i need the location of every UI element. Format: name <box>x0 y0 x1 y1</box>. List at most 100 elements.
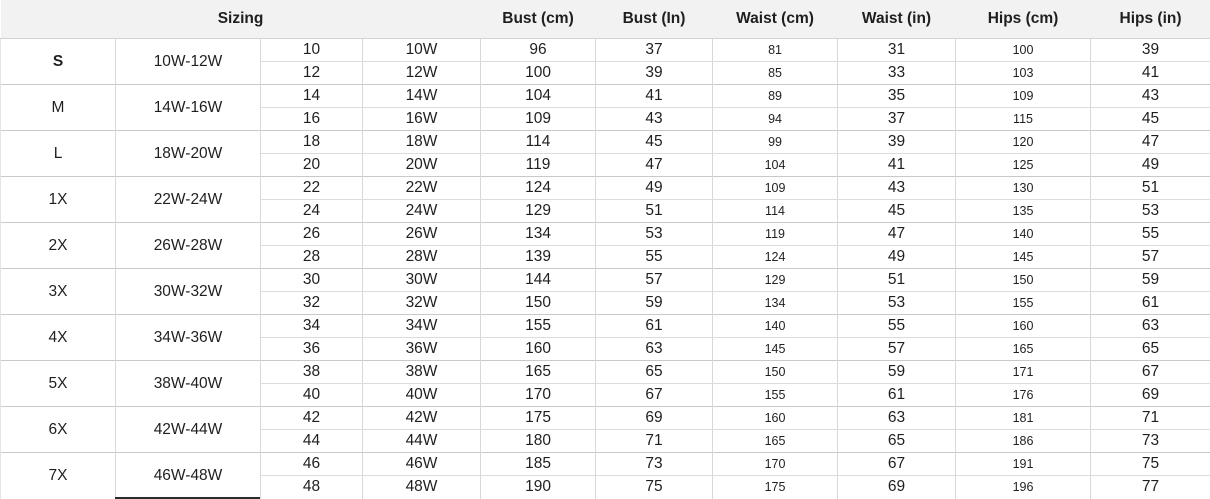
cell-num-w: 32W <box>362 291 482 315</box>
cell-num: 34 <box>260 314 363 338</box>
cell-hips-in: 73 <box>1090 429 1210 453</box>
cell-bust-cm: 190 <box>480 475 597 499</box>
cell-num-w: 18W <box>362 130 482 154</box>
cell-num-w: 46W <box>362 452 482 476</box>
cell-hips-in: 65 <box>1090 337 1210 361</box>
cell-num-w: 48W <box>362 475 482 499</box>
table-row: 6X 42W-44W 42 42W 175 69 160 63 181 71 <box>0 406 1210 453</box>
table-row: 12 12W 100 39 85 33 103 41 <box>1 61 1210 85</box>
cell-waist-cm: 175 <box>712 475 839 499</box>
cell-bust-in: 39 <box>595 61 714 85</box>
cell-num: 10 <box>260 38 363 62</box>
cell-bust-cm: 185 <box>480 452 597 476</box>
cell-hips-cm: 186 <box>955 429 1092 453</box>
cell-bust-cm: 160 <box>480 337 597 361</box>
cell-num-w: 20W <box>362 153 482 177</box>
cell-size-label: 2X <box>0 222 116 269</box>
cell-waist-cm: 114 <box>712 199 839 223</box>
cell-num: 12 <box>260 61 363 85</box>
cell-num-w: 44W <box>362 429 482 453</box>
header-waist-in: Waist (in) <box>837 0 956 39</box>
cell-size-range: 18W-20W <box>115 130 261 177</box>
cell-num-w: 34W <box>362 314 482 338</box>
cell-num: 20 <box>260 153 363 177</box>
cell-num-w: 12W <box>362 61 482 85</box>
table-row: 20 20W 119 47 104 41 125 49 <box>1 153 1210 177</box>
cell-hips-cm: 109 <box>955 84 1092 108</box>
cell-waist-cm: 134 <box>712 291 839 315</box>
cell-bust-in: 67 <box>595 383 714 407</box>
cell-bust-in: 47 <box>595 153 714 177</box>
cell-num-w: 16W <box>362 107 482 131</box>
cell-hips-in: 69 <box>1090 383 1210 407</box>
cell-waist-in: 63 <box>837 406 957 430</box>
cell-hips-in: 59 <box>1090 268 1210 292</box>
cell-waist-cm: 140 <box>712 314 839 338</box>
cell-hips-cm: 120 <box>955 130 1092 154</box>
cell-num: 40 <box>260 383 363 407</box>
cell-hips-cm: 155 <box>955 291 1092 315</box>
cell-hips-in: 51 <box>1090 176 1210 200</box>
cell-waist-in: 51 <box>837 268 957 292</box>
cell-hips-cm: 196 <box>955 475 1092 499</box>
table-row: 7X 46W-48W 46 46W 185 73 170 67 191 75 <box>0 452 1210 499</box>
table-row: 48 48W 190 75 175 69 196 77 <box>1 475 1210 499</box>
header-hips-cm: Hips (cm) <box>955 0 1091 39</box>
cell-waist-in: 53 <box>837 291 957 315</box>
cell-num-w: 36W <box>362 337 482 361</box>
cell-hips-in: 43 <box>1090 84 1210 108</box>
cell-waist-cm: 129 <box>712 268 839 292</box>
table-row: 28 28W 139 55 124 49 145 57 <box>1 245 1210 269</box>
cell-size-label: S <box>0 38 116 85</box>
cell-hips-in: 63 <box>1090 314 1210 338</box>
cell-size-label: 3X <box>0 268 116 315</box>
cell-num: 26 <box>260 222 363 246</box>
cell-hips-cm: 176 <box>955 383 1092 407</box>
table-header: Sizing Bust (cm) Bust (In) Waist (cm) Wa… <box>0 0 1210 39</box>
cell-hips-cm: 125 <box>955 153 1092 177</box>
cell-hips-in: 75 <box>1090 452 1210 476</box>
cell-bust-in: 43 <box>595 107 714 131</box>
cell-size-range: 38W-40W <box>115 360 261 407</box>
cell-num-w: 24W <box>362 199 482 223</box>
cell-waist-in: 47 <box>837 222 957 246</box>
cell-waist-cm: 160 <box>712 406 839 430</box>
cell-hips-in: 61 <box>1090 291 1210 315</box>
cell-hips-in: 41 <box>1090 61 1210 85</box>
cell-num-w: 30W <box>362 268 482 292</box>
table-row: 3X 30W-32W 30 30W 144 57 129 51 150 59 <box>0 268 1210 315</box>
cell-waist-cm: 109 <box>712 176 839 200</box>
cell-size-range: 22W-24W <box>115 176 261 223</box>
cell-bust-cm: 144 <box>480 268 597 292</box>
cell-hips-in: 57 <box>1090 245 1210 269</box>
cell-waist-cm: 94 <box>712 107 839 131</box>
table-row: 24 24W 129 51 114 45 135 53 <box>1 199 1210 223</box>
table-row: 44 44W 180 71 165 65 186 73 <box>1 429 1210 453</box>
cell-hips-in: 49 <box>1090 153 1210 177</box>
cell-bust-in: 49 <box>595 176 714 200</box>
cell-waist-in: 31 <box>837 38 957 62</box>
cell-hips-cm: 100 <box>955 38 1092 62</box>
cell-waist-in: 59 <box>837 360 957 384</box>
table-row: S 10W-12W 10 10W 96 37 81 31 100 39 <box>0 38 1210 85</box>
cell-hips-cm: 171 <box>955 360 1092 384</box>
cell-waist-in: 57 <box>837 337 957 361</box>
cell-waist-cm: 165 <box>712 429 839 453</box>
cell-num: 32 <box>260 291 363 315</box>
cell-hips-in: 77 <box>1090 475 1210 499</box>
cell-waist-cm: 155 <box>712 383 839 407</box>
cell-num: 28 <box>260 245 363 269</box>
cell-bust-cm: 100 <box>480 61 597 85</box>
cell-hips-cm: 115 <box>955 107 1092 131</box>
cell-waist-in: 39 <box>837 130 957 154</box>
cell-hips-cm: 135 <box>955 199 1092 223</box>
cell-bust-in: 65 <box>595 360 714 384</box>
cell-waist-cm: 104 <box>712 153 839 177</box>
cell-waist-cm: 150 <box>712 360 839 384</box>
cell-hips-cm: 103 <box>955 61 1092 85</box>
size-table-body: S 10W-12W 10 10W 96 37 81 31 100 39 12 12W 100 39 85 33… <box>0 38 1210 499</box>
cell-hips-cm: 130 <box>955 176 1092 200</box>
cell-bust-cm: 109 <box>480 107 597 131</box>
cell-waist-in: 49 <box>837 245 957 269</box>
cell-bust-cm: 124 <box>480 176 597 200</box>
